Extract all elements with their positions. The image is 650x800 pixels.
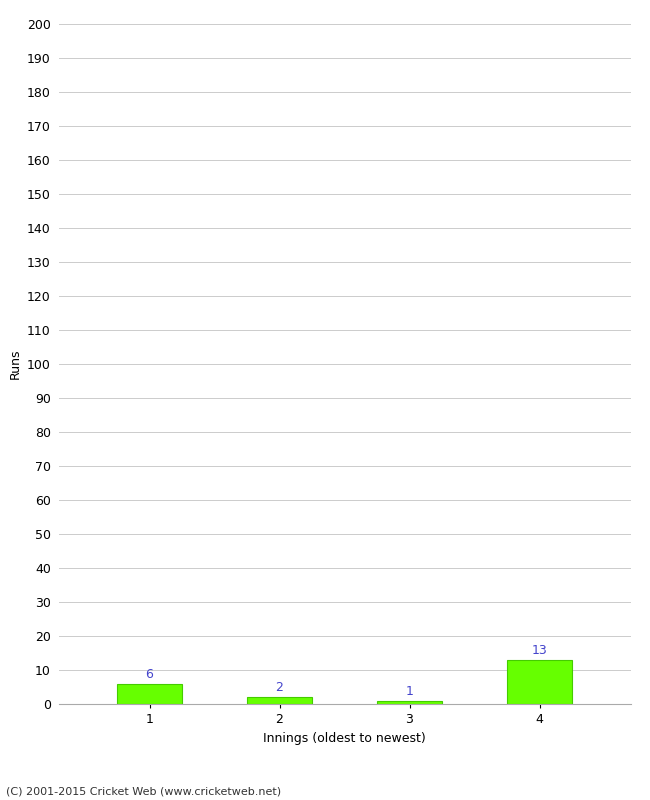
X-axis label: Innings (oldest to newest): Innings (oldest to newest) xyxy=(263,731,426,745)
Y-axis label: Runs: Runs xyxy=(8,349,21,379)
Bar xyxy=(507,660,572,704)
Text: 6: 6 xyxy=(146,668,153,681)
Text: 1: 1 xyxy=(406,685,413,698)
Text: 13: 13 xyxy=(532,644,547,657)
Bar xyxy=(377,701,442,704)
Bar xyxy=(117,683,182,704)
Bar xyxy=(247,697,312,704)
Text: (C) 2001-2015 Cricket Web (www.cricketweb.net): (C) 2001-2015 Cricket Web (www.cricketwe… xyxy=(6,786,281,796)
Text: 2: 2 xyxy=(276,682,283,694)
